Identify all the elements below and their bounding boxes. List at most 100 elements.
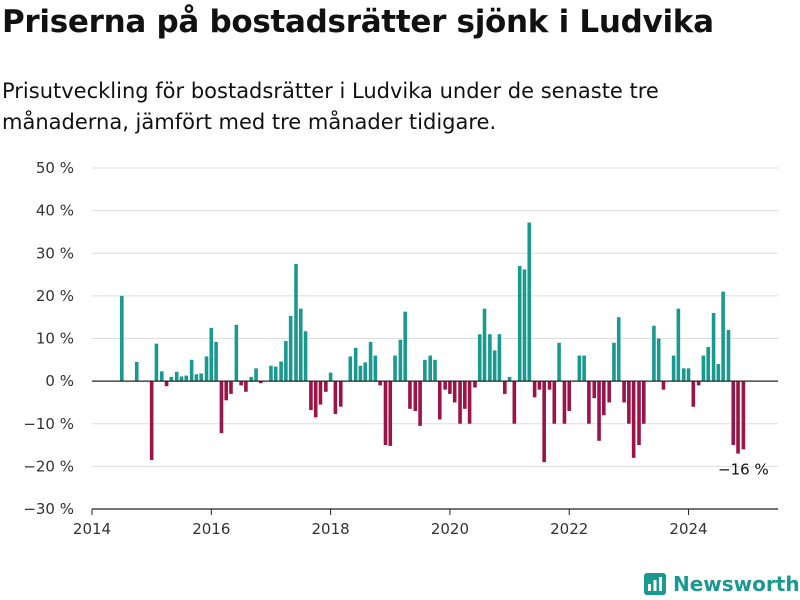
bar [363,362,368,382]
bar [437,381,442,420]
bar [587,381,591,424]
bar [532,381,537,398]
bar [637,381,641,446]
y-axis-labels: 50 % 40 % 30 % 20 % 10 % 0 % −10 % −20 % −30 % [23,159,74,518]
bar [298,308,303,382]
bar [249,376,254,382]
bar [542,381,546,463]
bar [711,312,716,382]
bar-chart-logo-icon [644,573,666,595]
x-tick-label: 2020 [431,520,469,538]
bar [577,355,582,382]
bar [686,368,691,382]
bar [517,266,522,382]
bar [378,381,382,386]
bar [214,341,218,382]
y-tick-label: −30 % [23,500,74,518]
bar [696,381,701,386]
bar [741,381,746,450]
bar [537,381,542,390]
bar [433,359,437,382]
gridlines [92,167,778,467]
bar [333,381,338,414]
bar [273,366,278,382]
bar [726,329,731,382]
bar [547,381,552,390]
bar [134,361,139,382]
bar [204,356,209,382]
bar [512,381,517,424]
bar [154,343,159,382]
bar [627,381,631,424]
bar [482,308,487,382]
bar [527,222,532,382]
bar [159,371,164,382]
bar [622,381,626,403]
bar [259,381,263,384]
x-tick-label: 2018 [312,520,350,538]
bar [234,324,239,382]
y-tick-label: 40 % [36,202,74,220]
bar [338,381,343,407]
bar [184,375,189,382]
y-tick-label: 20 % [36,287,74,305]
bar [229,381,233,394]
bar [244,381,248,392]
bar [179,376,184,382]
bar [318,381,323,405]
bar [324,381,328,392]
y-tick-label: 50 % [36,159,74,177]
bar [428,355,433,382]
bar [473,381,477,388]
bar [452,381,457,403]
bar [353,347,358,382]
bar [313,381,318,418]
bar [284,341,288,382]
bar [383,381,388,446]
bar [706,347,711,382]
bar [413,381,418,411]
bar [607,381,611,403]
bar [443,381,447,390]
bar [671,355,676,382]
chart-subtitle: Prisutveckling för bostadsrätter i Ludvi… [2,79,659,134]
bar [174,371,179,382]
bar [393,355,397,382]
bar [194,374,199,382]
bar [423,359,427,382]
bar [467,381,472,424]
bar [602,381,606,416]
bar [652,325,656,382]
bar [552,381,557,424]
bar [199,373,203,382]
x-tick-label: 2014 [73,520,111,538]
bar [488,334,492,382]
bar [656,338,661,382]
bar [398,339,403,382]
bar [562,381,567,424]
y-tick-label: −20 % [23,457,74,475]
bar [557,342,561,382]
brand-logo: Newsworthy [644,569,800,599]
x-tick-label: 2024 [669,520,707,538]
brand-name: Newsworthy [673,572,800,596]
bar [149,381,154,460]
bar [492,350,497,382]
bar [616,317,621,382]
bar [209,327,214,382]
bar [279,361,283,382]
bar [388,381,393,446]
bar [731,381,736,446]
bar [169,376,174,382]
bar [463,381,467,409]
bar [309,381,313,411]
bar [641,381,646,424]
bar [348,356,353,382]
y-tick-label: −10 % [23,415,74,433]
bar [254,368,258,382]
bar [403,311,407,382]
bars [120,222,746,463]
bar [507,376,512,382]
x-tick-label: 2016 [192,520,230,538]
bar [716,364,721,382]
